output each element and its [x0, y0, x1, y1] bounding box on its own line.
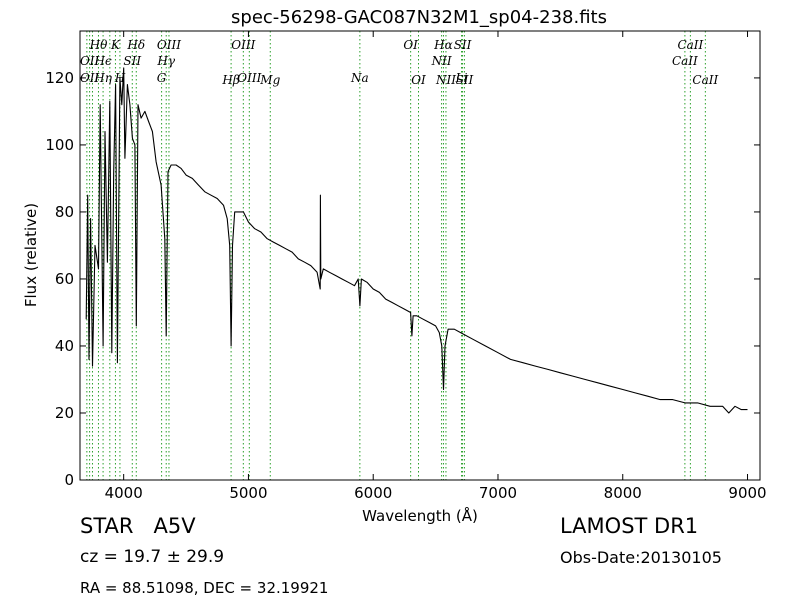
- y-tick-label-0: 0: [64, 471, 74, 489]
- line-label-10: Hϵ: [93, 54, 111, 68]
- obs-date-text: Obs-Date:20130105: [560, 548, 722, 567]
- y-tick-label-4: 80: [55, 203, 74, 221]
- line-label-5: OI: [403, 38, 418, 52]
- classification-text: STAR A5V: [80, 514, 196, 538]
- cz-text: cz = 19.7 ± 29.9: [80, 547, 225, 567]
- y-tick-label-5: 100: [45, 136, 74, 154]
- line-label-4: OIII: [231, 38, 255, 52]
- line-label-24: OI: [411, 73, 426, 87]
- line-label-1: K: [110, 38, 121, 52]
- x-axis-label: Wavelength (Å): [362, 506, 478, 525]
- line-label-20: Na: [350, 71, 369, 85]
- chart-title: spec-56298-GAC087N32M1_sp04-238.fits: [231, 7, 607, 28]
- line-label-21: Li: [455, 71, 468, 85]
- spectrum-series-line: [85, 67, 748, 414]
- y-axis-label: Flux (relative): [22, 203, 40, 307]
- line-label-27: CaII: [692, 73, 718, 87]
- line-label-16: Hη: [93, 71, 112, 85]
- line-label-2: Hδ: [126, 38, 145, 52]
- line-label-25: NII: [435, 73, 456, 87]
- y-tick-label-2: 40: [55, 337, 74, 355]
- line-label-9: OII: [80, 54, 100, 68]
- line-label-7: SII: [454, 38, 472, 52]
- line-label-8: CaII: [677, 38, 703, 52]
- x-tick-label-1: 5000: [229, 484, 267, 502]
- y-tick-label-3: 60: [55, 270, 74, 288]
- x-tick-label-0: 4000: [105, 484, 143, 502]
- x-tick-label-5: 9000: [728, 484, 766, 502]
- coordinates-text: RA = 88.51098, DEC = 32.19921: [80, 579, 329, 597]
- survey-text: LAMOST DR1: [560, 514, 699, 538]
- line-label-13: NII: [431, 54, 452, 68]
- plot-frame: [79, 30, 761, 481]
- line-label-6: Hα: [433, 38, 453, 52]
- y-tick-label-1: 20: [55, 404, 74, 422]
- line-label-15: OII: [80, 71, 100, 85]
- spectral-line-markers: [86, 31, 706, 480]
- line-label-18: G: [157, 71, 167, 85]
- y-tick-label-6: 120: [45, 69, 74, 87]
- x-tick-label-4: 8000: [604, 484, 642, 502]
- x-axis: 4000 5000 6000 7000 8000 9000: [105, 31, 767, 502]
- line-label-12: Hγ: [156, 54, 175, 68]
- line-label-26: SII: [456, 73, 474, 87]
- line-label-11: SII: [123, 54, 141, 68]
- y-axis: 0 20 40 60 80 100 120: [45, 69, 760, 489]
- line-label-3: OIII: [157, 38, 181, 52]
- x-tick-label-3: 7000: [479, 484, 517, 502]
- x-tick-label-2: 6000: [354, 484, 392, 502]
- line-label-23: Mg: [259, 73, 280, 87]
- line-label-22: Hβ: [221, 73, 239, 87]
- line-label-14: CaII: [672, 54, 698, 68]
- line-label-0: Hθ: [89, 38, 108, 52]
- line-label-19: OIII: [237, 71, 261, 85]
